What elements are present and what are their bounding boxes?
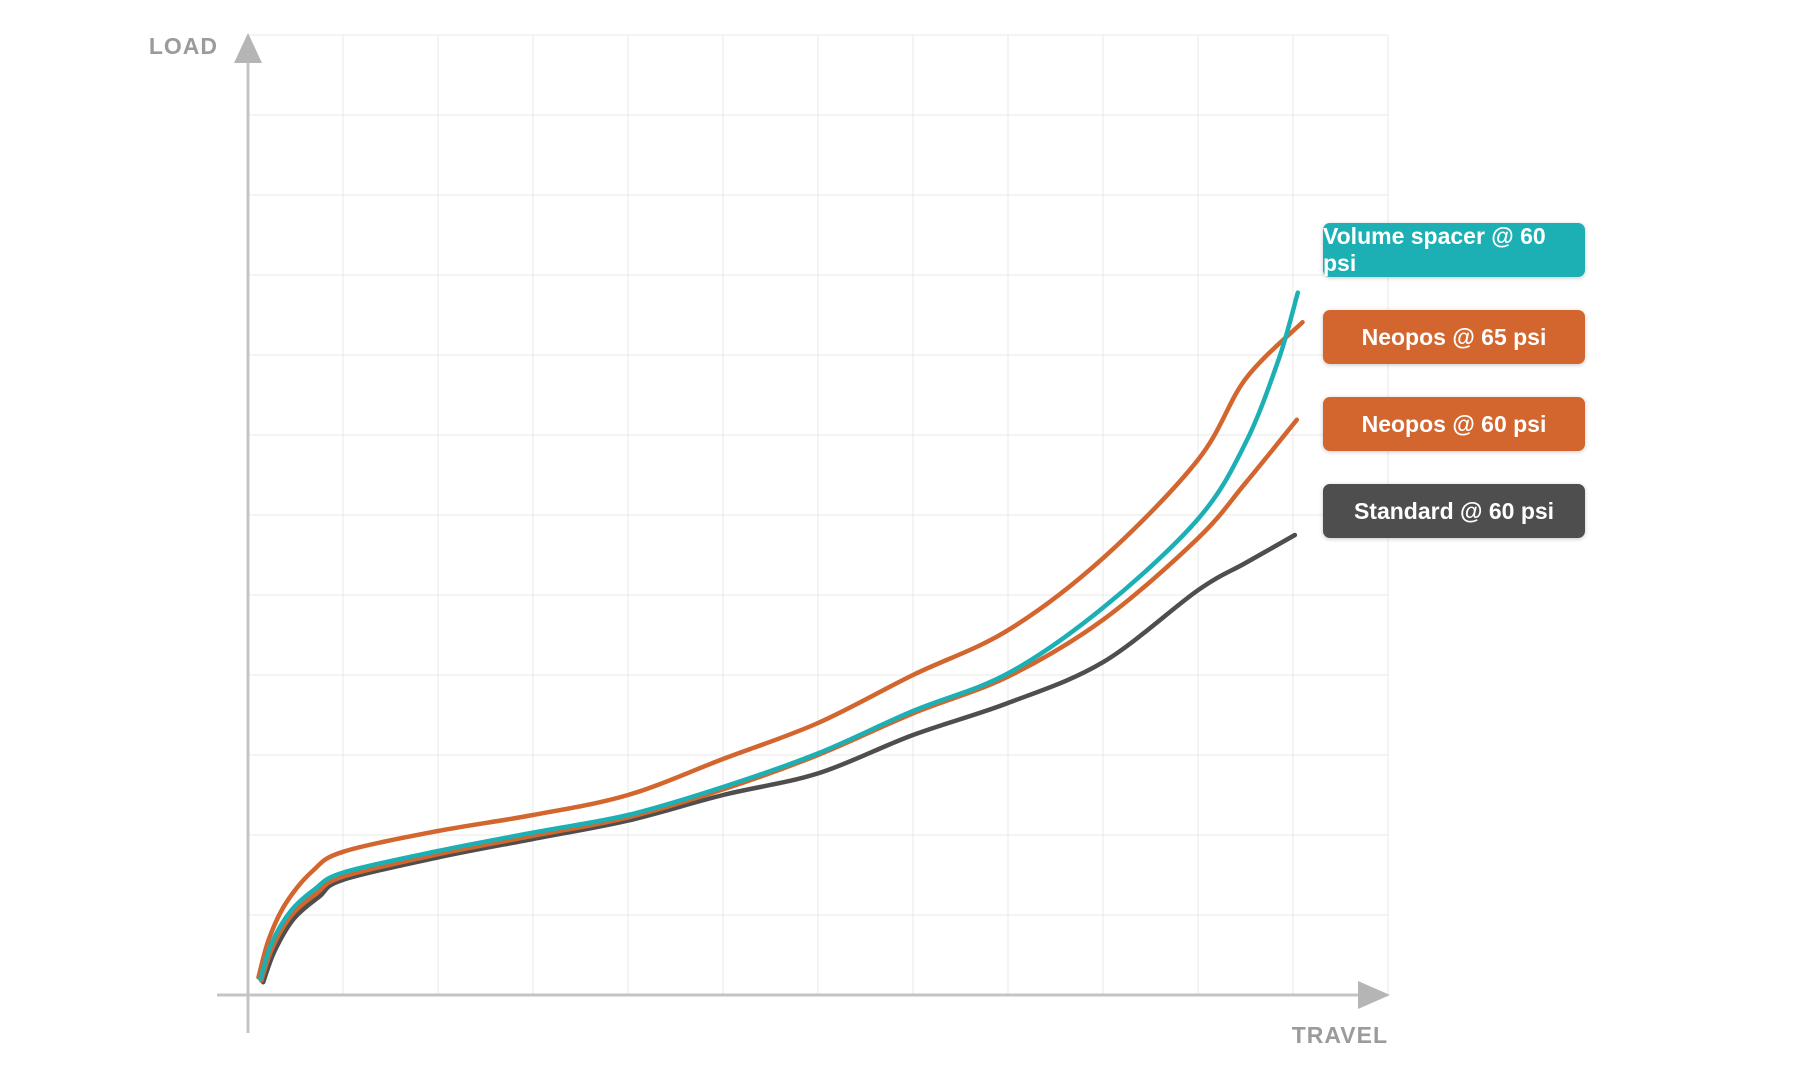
x-axis-label: TRAVEL — [1291, 1022, 1388, 1048]
legend: Volume spacer @ 60 psi Neopos @ 65 psi N… — [1323, 223, 1585, 538]
legend-badge-standard-60psi[interactable]: Standard @ 60 psi — [1323, 484, 1585, 538]
legend-badge-neopos-65psi[interactable]: Neopos @ 65 psi — [1323, 310, 1585, 364]
x-axis-arrow-icon — [1358, 981, 1390, 1009]
y-axis-arrow-icon — [234, 33, 262, 63]
legend-badge-neopos-60psi[interactable]: Neopos @ 60 psi — [1323, 397, 1585, 451]
curve-neopos-65-psi — [256, 319, 1305, 980]
curve-volume-spacer-60-psi — [258, 290, 1301, 982]
y-axis-label: LOAD — [148, 33, 218, 59]
curve-neopos-60-psi — [259, 417, 1300, 983]
legend-badge-volume-spacer-60psi[interactable]: Volume spacer @ 60 psi — [1323, 223, 1585, 277]
curve-standard-60-psi — [260, 532, 1298, 985]
